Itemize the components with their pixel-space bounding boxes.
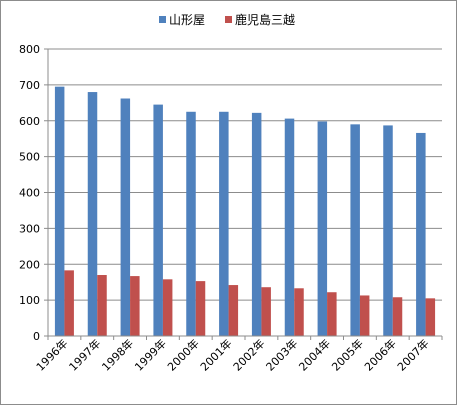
y-tick-label: 800 [19,43,40,56]
x-tick-label: 1997年 [66,336,103,373]
x-tick-label: 2004年 [296,336,333,373]
x-tick-label: 2005年 [329,336,366,373]
y-tick-label: 300 [19,222,40,235]
bar-kagoshima-mitsukoshi [425,298,436,336]
bar-kagoshima-mitsukoshi [327,292,337,336]
bar-kagoshima-mitsukoshi [64,270,74,336]
bar-kagoshima-mitsukoshi [228,285,239,336]
bar-yamagataya [251,112,262,336]
bar-yamagataya [120,98,131,336]
bar-kagoshima-mitsukoshi [97,275,107,336]
y-tick-label: 100 [19,294,40,307]
y-tick-label: 500 [19,151,40,164]
bar-yamagataya [317,121,328,336]
x-tick-label: 2006年 [361,336,398,373]
bar-yamagataya [153,104,163,336]
y-tick-label: 0 [33,330,40,343]
bar-yamagataya [284,118,295,336]
bar-yamagataya [87,92,98,336]
y-tick-label: 600 [19,115,40,128]
legend-label-yamagataya: 山形屋 [169,13,205,27]
x-tick-label: 2003年 [263,336,300,373]
legend: 山形屋 鹿児島三越 [159,12,295,27]
x-tick-label: 1999年 [132,336,169,373]
legend-swatch-yamagataya [159,16,166,23]
bar-kagoshima-mitsukoshi [130,276,140,336]
y-tick-label: 400 [19,187,40,200]
bar-kagoshima-mitsukoshi [261,287,271,336]
bar-kagoshima-mitsukoshi [162,279,173,336]
y-tick-label: 200 [19,258,40,271]
y-tick-label: 700 [19,79,40,92]
x-tick-label: 2000年 [164,336,201,373]
legend-label-kagoshima-mitsukoshi: 鹿児島三越 [235,12,295,27]
legend-swatch-kagoshima-mitsukoshi [225,16,232,23]
bar-yamagataya [54,86,65,336]
bar-kagoshima-mitsukoshi [359,295,370,336]
bar-yamagataya [383,125,393,336]
bar-yamagataya [219,111,229,336]
x-tick-label: 2002年 [230,336,267,373]
bar-kagoshima-mitsukoshi [294,288,304,336]
bar-yamagataya [186,111,196,336]
bar-kagoshima-mitsukoshi [392,297,403,336]
bar-yamagataya [416,132,426,336]
bar-kagoshima-mitsukoshi [195,281,206,336]
x-tick-label: 2001年 [197,336,234,373]
bar-yamagataya [350,124,360,337]
x-tick-label: 1998年 [99,336,136,373]
x-tick-label: 2007年 [394,336,431,373]
